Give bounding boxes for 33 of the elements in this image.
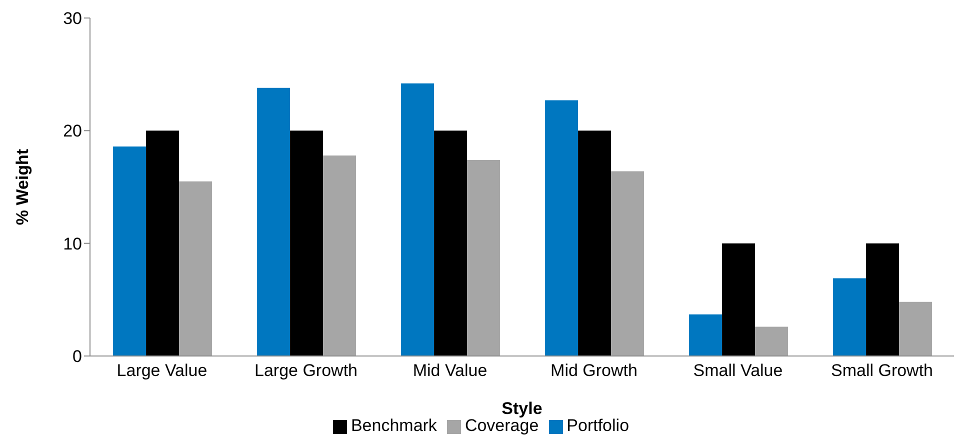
bar xyxy=(722,243,756,356)
bar xyxy=(611,171,644,356)
x-tick-label: Large Value xyxy=(116,361,208,380)
bar xyxy=(755,326,788,356)
x-axis-title: Style xyxy=(502,399,542,418)
bar xyxy=(578,130,612,356)
bar xyxy=(257,88,290,356)
bar xyxy=(545,100,578,356)
x-tick-label: Small Value xyxy=(693,361,783,380)
bar xyxy=(434,130,468,356)
legend-label: Benchmark xyxy=(350,416,437,435)
y-tick-label: 20 xyxy=(63,122,82,141)
bar xyxy=(833,278,866,356)
y-tick-label: 10 xyxy=(63,234,82,254)
y-tick-label: 30 xyxy=(63,9,82,28)
x-tick-label: Large Growth xyxy=(254,361,358,380)
bar xyxy=(113,146,146,356)
bar xyxy=(146,130,180,356)
x-tick-label: Small Growth xyxy=(830,361,934,380)
x-tick-label: Mid Value xyxy=(412,361,488,380)
bar xyxy=(467,160,500,356)
y-axis-title: % Weight xyxy=(13,148,32,226)
bar xyxy=(401,83,434,356)
legend-label: Coverage xyxy=(464,416,539,435)
y-tick-label: 0 xyxy=(72,347,82,366)
bar xyxy=(179,181,212,356)
x-tick-label: Mid Growth xyxy=(550,361,638,380)
legend-label: Portfolio xyxy=(566,416,630,435)
bar xyxy=(323,155,356,356)
bar xyxy=(866,243,900,356)
bar xyxy=(290,130,324,356)
bar xyxy=(899,302,932,356)
bar xyxy=(689,314,722,356)
